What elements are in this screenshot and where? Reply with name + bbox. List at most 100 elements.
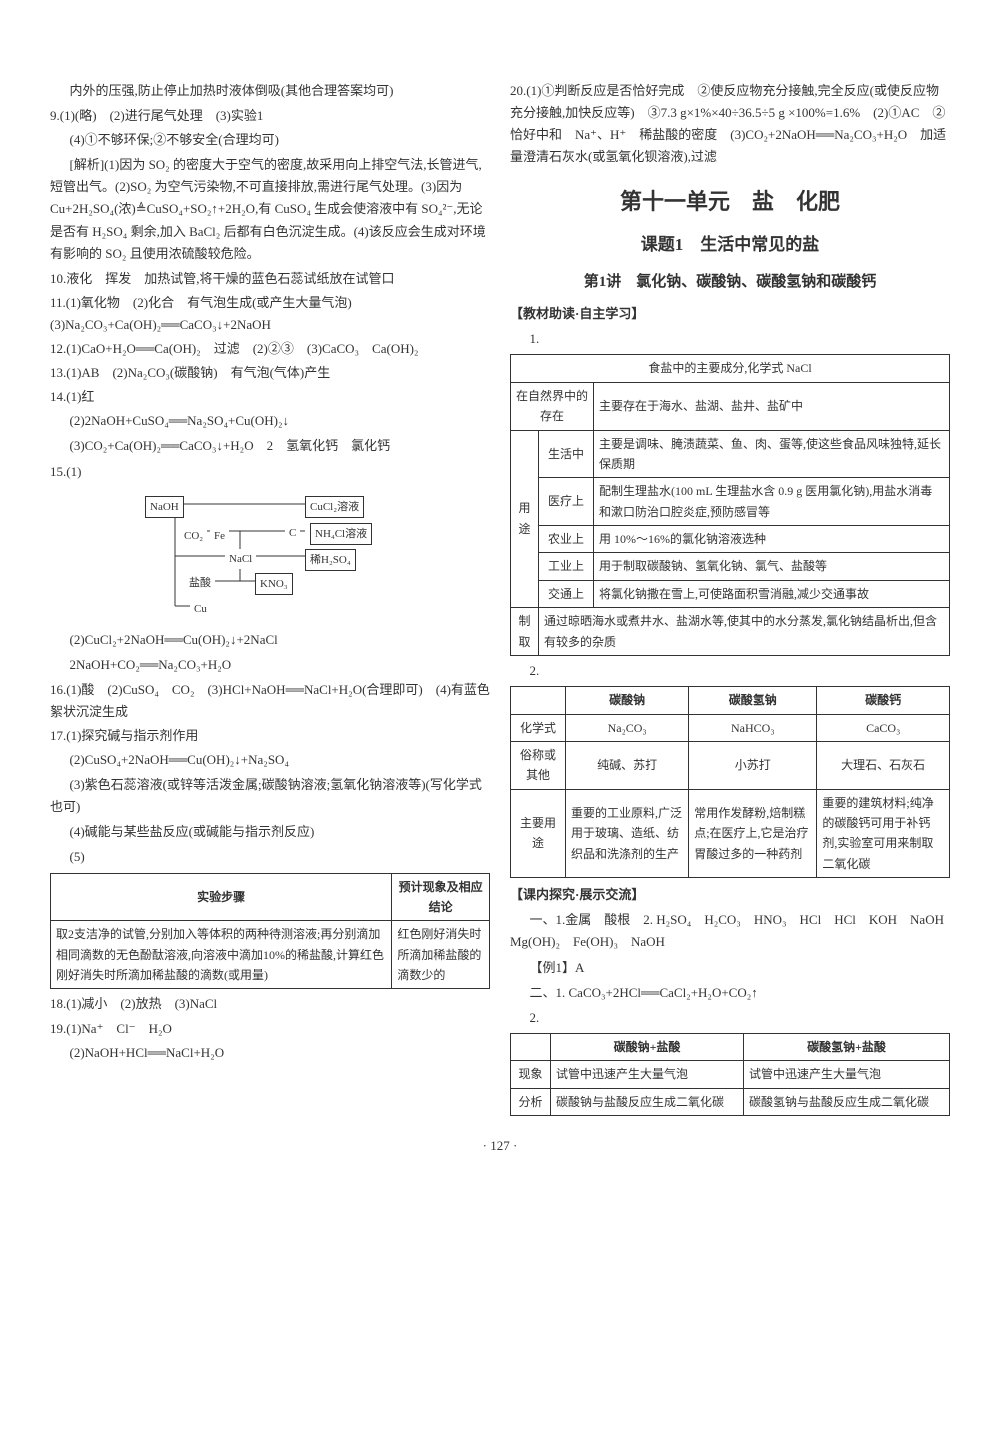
item-9-4: (4)①不够环保;②不够安全(合理均可) — [50, 129, 490, 151]
flowchart-diagram: NaOH CuCl₂溶液 C NH₄Cl溶液 CO₂ Fe NaCl 稀H₂SO… — [130, 491, 410, 621]
table-2-carbonates: 碳酸钠 碳酸氢钠 碳酸钙 化学式 Na₂CO₃ NaHCO₃ CaCO₃ 俗称或… — [510, 686, 950, 878]
t3-r2c3: 碳酸氢钠与盐酸反应生成二氧化碳 — [744, 1088, 950, 1115]
t2-r2c3: 小苏打 — [689, 741, 817, 789]
node-co2: CO₂ — [180, 526, 207, 547]
unit-title: 第十一单元 盐 化肥 — [510, 183, 950, 220]
t17-r1c1: 取2支洁净的试管,分别加入等体积的两种待测溶液;再分别滴加相同滴数的无色酚酞溶液… — [51, 921, 392, 989]
t2-r1c4: CaCO₃ — [817, 714, 950, 741]
item-17-4: (4)碱能与某些盐反应(或碱能与指示剂反应) — [50, 821, 490, 843]
t1-r2c1: 在自然界中的存在 — [511, 382, 594, 430]
node-nacl: NaCl — [225, 549, 256, 570]
t1-use: 用途 — [511, 430, 539, 608]
ex2-1: 二、1. CaCO₃+2HCl══CaCl₂+H₂O+CO₂↑ — [510, 982, 950, 1004]
t1-u3c1: 农业上 — [539, 526, 594, 553]
item-17-2: (2)CuSO₄+2NaOH══Cu(OH)₂↓+Na₂SO₄ — [50, 749, 490, 771]
left-column: 内外的压强,防止停止加热时液体倒吸(其他合理答案均可) 9.(1)(略) (2)… — [50, 80, 490, 1120]
t1-u5c2: 将氯化钠撒在雪上,可使路面积雪消融,减少交通事故 — [594, 580, 950, 607]
t3-h1 — [511, 1033, 551, 1060]
t1-u1c2: 主要是调味、腌渍蔬菜、鱼、肉、蛋等,使这些食品风味独特,延长保质期 — [594, 430, 950, 478]
item-16: 16.(1)酸 (2)CuSO₄ CO₂ (3)HCl+NaOH══NaCl+H… — [50, 679, 490, 723]
section-1-label: 【教材助读·自主学习】 — [510, 303, 950, 325]
num-2: 2. — [510, 660, 950, 682]
page-content: 内外的压强,防止停止加热时液体倒吸(其他合理答案均可) 9.(1)(略) (2)… — [50, 80, 950, 1120]
item-19-1: 19.(1)Na⁺ Cl⁻ H₂O — [50, 1018, 490, 1040]
table-17: 实验步骤 预计现象及相应结论 取2支洁净的试管,分别加入等体积的两种待测溶液;再… — [50, 873, 490, 990]
node-kno3: KNO₃ — [255, 573, 293, 596]
t3-h3: 碳酸氢钠+盐酸 — [744, 1033, 950, 1060]
t2-h4: 碳酸钙 — [817, 687, 950, 714]
t3-r1c1: 现象 — [511, 1061, 551, 1088]
ex1-1: 一、1.金属 酸根 2. H₂SO₄ H₂CO₃ HNO₃ HCl HCl KO… — [510, 909, 950, 953]
item-10: 10.液化 挥发 加热试管,将干燥的蓝色石蕊试纸放在试管口 — [50, 268, 490, 290]
item-14-3: (3)CO₂+Ca(OH)₂══CaCO₃↓+H₂O 2 氢氧化钙 氯化钙 — [50, 435, 490, 457]
t2-r1c3: NaHCO₃ — [689, 714, 817, 741]
t1-u2c2: 配制生理盐水(100 mL 生理盐水含 0.9 g 医用氯化钠),用盐水消毒和漱… — [594, 478, 950, 526]
node-c: C — [285, 523, 300, 544]
t2-r3c2: 重要的工业原料,广泛用于玻璃、造纸、纺织品和洗涤剂的生产 — [566, 789, 689, 878]
node-cucl2: CuCl₂溶液 — [305, 496, 364, 519]
item-17-5: (5) — [50, 846, 490, 868]
lesson-title: 课题1 生活中常见的盐 — [510, 231, 950, 260]
item-15-2: (2)CuCl₂+2NaOH══Cu(OH)₂↓+2NaCl — [50, 629, 490, 651]
t3-r2c2: 碳酸钠与盐酸反应生成二氧化碳 — [551, 1088, 744, 1115]
t1-r3c2: 通过晾晒海水或煮井水、盐湖水等,使其中的水分蒸发,氯化钠结晶析出,但含有较多的杂… — [539, 608, 950, 656]
t1-u3c2: 用 10%～16%的氯化钠溶液选种 — [594, 526, 950, 553]
table-3-reactions: 碳酸钠+盐酸 碳酸氢钠+盐酸 现象 试管中迅速产生大量气泡 试管中迅速产生大量气… — [510, 1033, 950, 1116]
node-yansuan: 盐酸 — [185, 573, 215, 594]
node-nh4cl: NH₄Cl溶液 — [310, 523, 372, 546]
item-15-1: 15.(1) — [50, 461, 490, 483]
t17-h1: 实验步骤 — [51, 873, 392, 921]
item-13: 13.(1)AB (2)Na₂CO₃(碳酸钠) 有气泡(气体)产生 — [50, 362, 490, 384]
item-9-analysis: [解析](1)因为 SO₂ 的密度大于空气的密度,故采用向上排空气法,长管进气,… — [50, 154, 490, 264]
t1-u2c1: 医疗上 — [539, 478, 594, 526]
item-19-2: (2)NaOH+HCl══NaCl+H₂O — [50, 1042, 490, 1064]
t1-u4c1: 工业上 — [539, 553, 594, 580]
node-fe: Fe — [210, 526, 229, 547]
t2-r1c1: 化学式 — [511, 714, 566, 741]
node-h2so4: 稀H₂SO₄ — [305, 549, 356, 572]
item-14-2: (2)2NaOH+CuSO₄══Na₂SO₄+Cu(OH)₂↓ — [50, 410, 490, 432]
t2-r2c1: 俗称或其他 — [511, 741, 566, 789]
item-15-3: 2NaOH+CO₂══Na₂CO₃+H₂O — [50, 654, 490, 676]
section-2-label: 【课内探究·展示交流】 — [510, 884, 950, 906]
item-8-cont: 内外的压强,防止停止加热时液体倒吸(其他合理答案均可) — [50, 80, 490, 102]
example-1: 【例1】A — [510, 957, 950, 979]
t1-u1c1: 生活中 — [539, 430, 594, 478]
t1-u4c2: 用于制取碳酸钠、氢氧化钠、氯气、盐酸等 — [594, 553, 950, 580]
t17-h2: 预计现象及相应结论 — [392, 873, 490, 921]
t2-h3: 碳酸氢钠 — [689, 687, 817, 714]
t3-r2c1: 分析 — [511, 1088, 551, 1115]
t2-r3c3: 常用作发酵粉,焙制糕点;在医疗上,它是治疗胃酸过多的一种药剂 — [689, 789, 817, 878]
right-column: 20.(1)①判断反应是否恰好完成 ②使反应物充分接触,完全反应(或使反应物充分… — [510, 80, 950, 1120]
item-20: 20.(1)①判断反应是否恰好完成 ②使反应物充分接触,完全反应(或使反应物充分… — [510, 80, 950, 168]
item-17-1: 17.(1)探究碱与指示剂作用 — [50, 725, 490, 747]
t3-r1c3: 试管中迅速产生大量气泡 — [744, 1061, 950, 1088]
table-1-nacl: 食盐中的主要成分,化学式 NaCl 在自然界中的存在 主要存在于海水、盐湖、盐井… — [510, 354, 950, 656]
item-9: 9.(1)(略) (2)进行尾气处理 (3)实验1 — [50, 105, 490, 127]
t2-r2c2: 纯碱、苏打 — [566, 741, 689, 789]
page-number: · 127 · — [50, 1135, 950, 1157]
item-11: 11.(1)氧化物 (2)化合 有气泡生成(或产生大量气泡) (3)Na₂CO₃… — [50, 292, 490, 336]
num-2b: 2. — [510, 1007, 950, 1029]
t2-r3c4: 重要的建筑材料;纯净的碳酸钙可用于补钙剂,实验室可用来制取二氧化碳 — [817, 789, 950, 878]
lecture-title: 第1讲 氯化钠、碳酸钠、碳酸氢钠和碳酸钙 — [510, 270, 950, 296]
t1-r3c1: 制取 — [511, 608, 539, 656]
item-12: 12.(1)CaO+H₂O══Ca(OH)₂ 过滤 (2)②③ (3)CaCO₃… — [50, 338, 490, 360]
t17-r1c2: 红色刚好消失时所滴加稀盐酸的滴数少的 — [392, 921, 490, 989]
t3-r1c2: 试管中迅速产生大量气泡 — [551, 1061, 744, 1088]
item-17-3: (3)紫色石蕊溶液(或锌等活泼金属;碳酸钠溶液;氢氧化钠溶液等)(写化学式也可) — [50, 774, 490, 818]
num-1: 1. — [510, 328, 950, 350]
t2-r3c1: 主要用途 — [511, 789, 566, 878]
t2-h1 — [511, 687, 566, 714]
t2-r1c2: Na₂CO₃ — [566, 714, 689, 741]
t2-h2: 碳酸钠 — [566, 687, 689, 714]
t1-u5c1: 交通上 — [539, 580, 594, 607]
t2-r2c4: 大理石、石灰石 — [817, 741, 950, 789]
item-18: 18.(1)减小 (2)放热 (3)NaCl — [50, 993, 490, 1015]
t1-r1: 食盐中的主要成分,化学式 NaCl — [511, 355, 950, 382]
node-cu: Cu — [190, 599, 211, 620]
item-14-1: 14.(1)红 — [50, 386, 490, 408]
t3-h2: 碳酸钠+盐酸 — [551, 1033, 744, 1060]
t1-r2c2: 主要存在于海水、盐湖、盐井、盐矿中 — [594, 382, 950, 430]
node-naoh: NaOH — [145, 496, 184, 519]
